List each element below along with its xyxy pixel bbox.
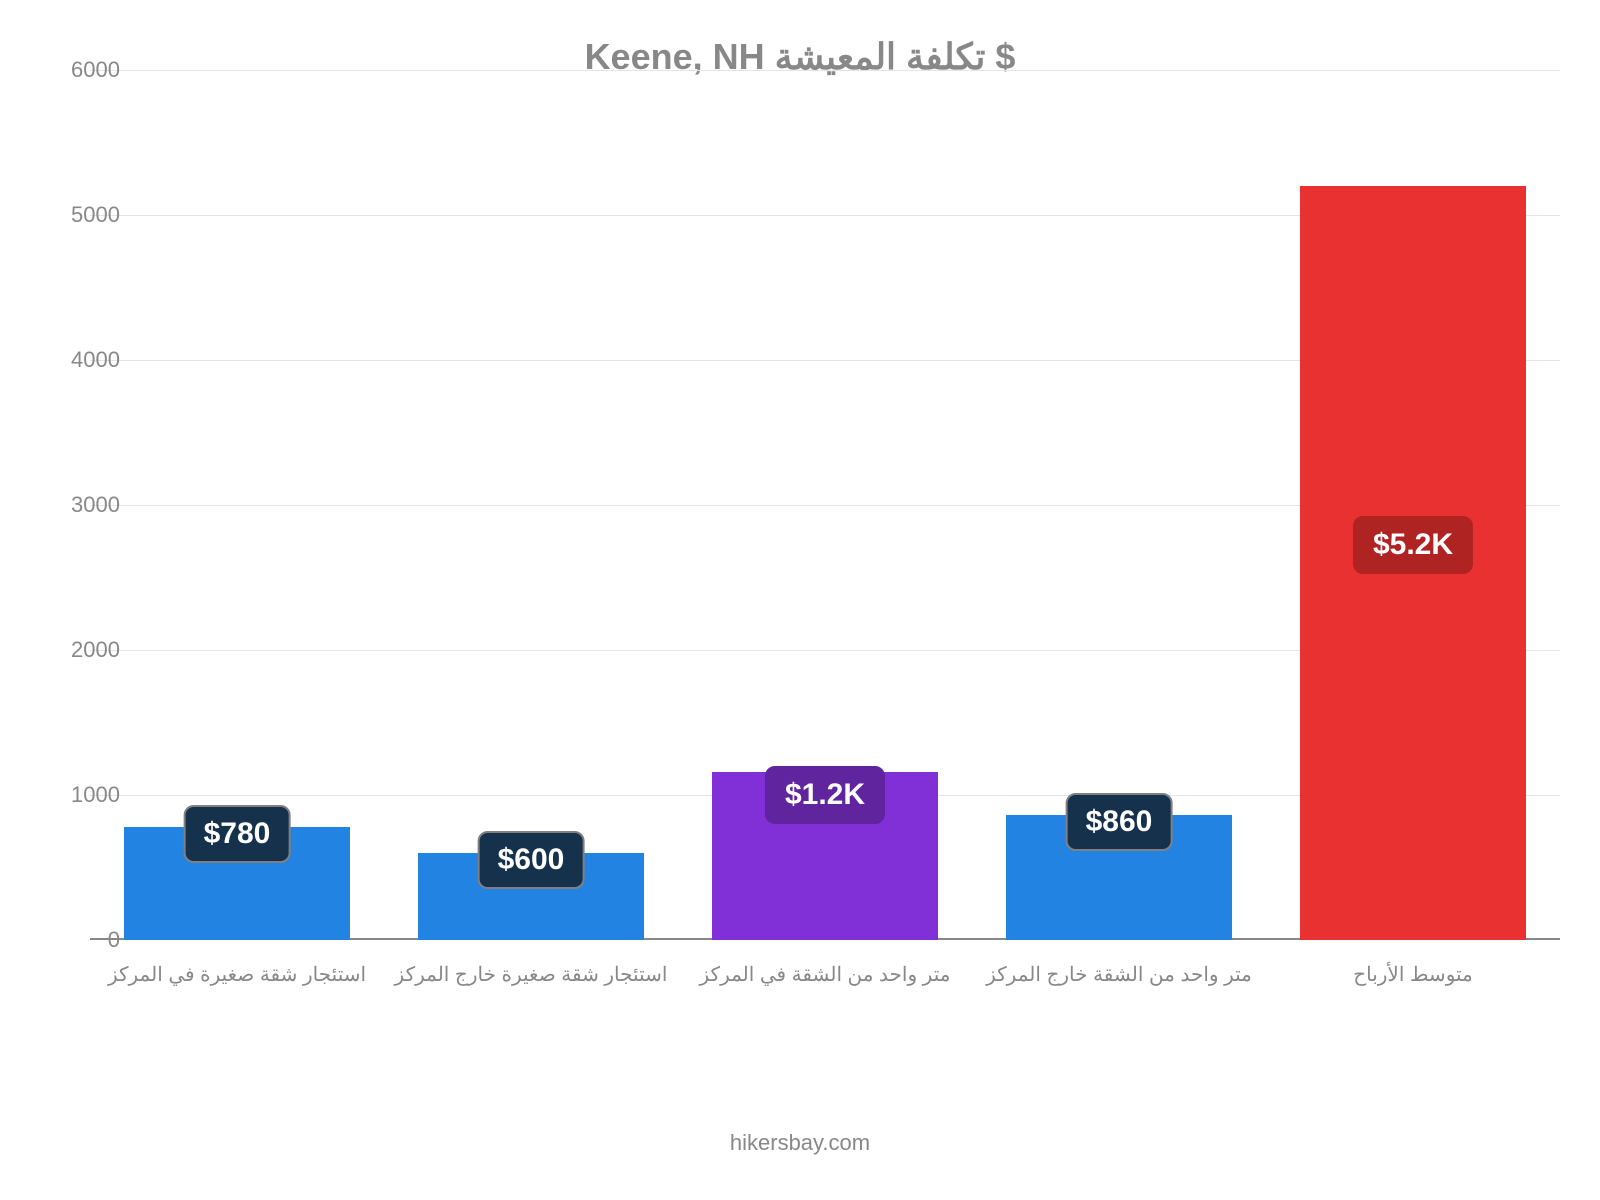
cost-of-living-chart: Keene, NH تكلفة المعيشة $ $780$600$1.2K$… <box>0 0 1600 1200</box>
y-tick-label: 6000 <box>40 57 120 83</box>
bar-value-label: $860 <box>1066 793 1173 851</box>
bar-slot: $780 <box>124 70 350 940</box>
y-tick-label: 5000 <box>40 202 120 228</box>
bar-slot: $5.2K <box>1300 70 1526 940</box>
y-tick-label: 3000 <box>40 492 120 518</box>
bar-slot: $860 <box>1006 70 1232 940</box>
credit-text: hikersbay.com <box>0 1130 1600 1156</box>
x-tick-label: متر واحد من الشقة خارج المركز <box>972 962 1266 987</box>
y-tick-label: 4000 <box>40 347 120 373</box>
bar-slot: $1.2K <box>712 70 938 940</box>
plot-area: $780 $600 $1.2K $860 $5.2K <box>90 70 1560 940</box>
x-tick-label: متوسط الأرباح <box>1266 962 1560 987</box>
y-tick-label: 2000 <box>40 637 120 663</box>
y-tick-label: 1000 <box>40 782 120 808</box>
y-tick-label: 0 <box>40 927 120 953</box>
bar-value-label: $780 <box>184 805 291 863</box>
x-tick-label: استئجار شقة صغيرة خارج المركز <box>384 962 678 987</box>
bar-value-label: $1.2K <box>765 766 885 824</box>
x-tick-label: متر واحد من الشقة في المركز <box>678 962 972 987</box>
bar-value-label: $600 <box>478 831 585 889</box>
bar-value-label: $5.2K <box>1353 516 1473 574</box>
bar-slot: $600 <box>418 70 644 940</box>
x-tick-label: استئجار شقة صغيرة في المركز <box>90 962 384 987</box>
